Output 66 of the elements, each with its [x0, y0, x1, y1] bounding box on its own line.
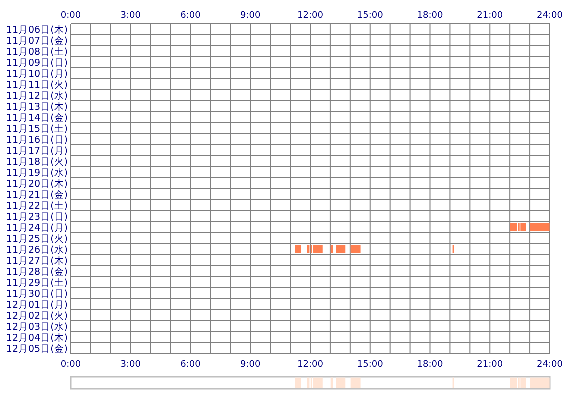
- x-tick-label: 18:00: [417, 11, 444, 21]
- x2-tick-label: 0:00: [60, 360, 82, 370]
- bar: [510, 224, 518, 232]
- y-tick-label: 11月16日(日): [6, 135, 68, 146]
- y-tick-label: 11月15日(土): [6, 123, 68, 136]
- y-tick-label: 11月09日(日): [6, 58, 68, 70]
- y-tick-label: 11月30日(日): [6, 289, 68, 300]
- x-tick-label: 15:00: [357, 11, 384, 21]
- bar: [350, 246, 361, 254]
- y-tick-label: 12月01日(月): [6, 300, 68, 312]
- bar: [330, 246, 334, 254]
- x-tick-label: 3:00: [120, 11, 142, 21]
- x-tick-label: 21:00: [477, 11, 504, 21]
- y-tick-label: 11月11日(火): [6, 79, 68, 92]
- x-tick-label: 0:00: [60, 11, 82, 21]
- y-tick-label: 11月08日(土): [6, 46, 68, 58]
- y-tick-label: 11月07日(金): [6, 35, 68, 48]
- bar: [530, 378, 550, 388]
- x2-tick-label: 24:00: [537, 360, 564, 370]
- y-tick-label: 11月24日(月): [6, 223, 68, 234]
- y-tick-label: 12月02日(火): [6, 310, 68, 322]
- y-tick-label: 12月05日(金): [6, 343, 68, 356]
- x2-tick-label: 21:00: [477, 360, 504, 370]
- x2-tick-label: 6:00: [180, 360, 202, 370]
- bar: [336, 378, 346, 388]
- y-tick-label: 11月25日(火): [6, 233, 68, 246]
- y-tick-label: 12月03日(水): [6, 321, 68, 334]
- x2-tick-label: 12:00: [298, 360, 324, 370]
- y-tick-label: 11月13日(木): [6, 101, 68, 114]
- x2-tick-label: 18:00: [417, 360, 444, 370]
- y-tick-label: 11月27日(木): [6, 255, 68, 268]
- x-tick-label: 6:00: [180, 11, 202, 21]
- y-tick-label: 12月04日(木): [6, 332, 68, 344]
- y-tick-label: 11月14日(金): [6, 112, 68, 124]
- y-tick-label: 11月21日(金): [6, 189, 68, 202]
- bar: [520, 378, 526, 388]
- x-tick-label: 12:00: [298, 11, 324, 21]
- y-tick-label: 11月26日(水): [6, 244, 68, 256]
- bar: [313, 378, 323, 388]
- x-tick-label: 9:00: [240, 11, 261, 21]
- y-tick-label: 11月06日(木): [6, 24, 68, 36]
- x2-tick-label: 9:00: [240, 360, 261, 370]
- bar: [520, 224, 526, 232]
- bar: [350, 378, 361, 388]
- bar: [313, 246, 323, 254]
- x2-tick-label: 3:00: [120, 360, 142, 370]
- bar: [530, 224, 550, 232]
- y-tick-label: 11月18日(火): [6, 156, 68, 168]
- y-tick-label: 11月17日(月): [6, 146, 68, 158]
- bar: [510, 378, 518, 388]
- bar: [330, 378, 334, 388]
- y-tick-label: 11月10日(月): [6, 69, 68, 80]
- y-tick-label: 11月23日(日): [6, 212, 68, 224]
- y-tick-label: 11月12日(水): [6, 90, 68, 102]
- bar: [295, 378, 302, 388]
- bar: [336, 246, 346, 254]
- bar: [307, 378, 310, 388]
- bar: [307, 246, 310, 254]
- y-tick-label: 11月22日(土): [6, 200, 68, 212]
- bar: [295, 246, 302, 254]
- x-tick-label: 24:00: [537, 11, 564, 21]
- x2-tick-label: 15:00: [357, 360, 384, 370]
- y-tick-label: 11月19日(水): [6, 167, 68, 180]
- y-tick-label: 11月28日(金): [6, 266, 68, 278]
- y-tick-label: 11月20日(木): [6, 178, 68, 190]
- y-tick-label: 11月29日(土): [6, 277, 68, 290]
